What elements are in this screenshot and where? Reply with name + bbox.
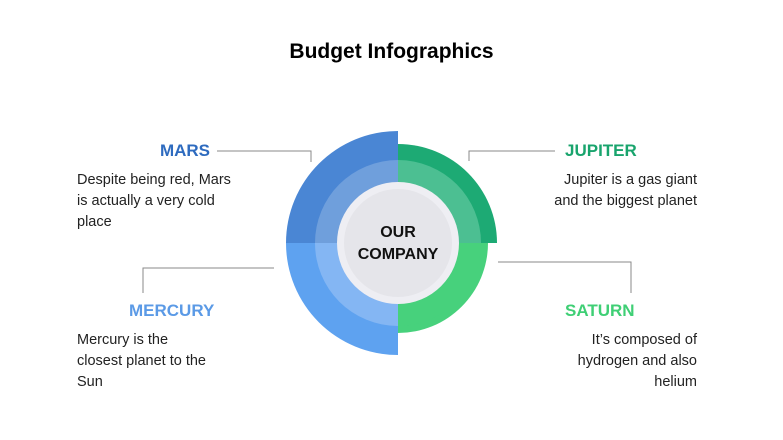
center-line-1: OUR [380,224,416,241]
center-label: OUR COMPANY [338,222,458,266]
mercury-connector [142,267,274,293]
mercury-description: Mercury is the closest planet to the Sun [77,332,206,390]
center-circle [344,189,452,297]
connector-lines [142,150,632,293]
center-line-2: COMPANY [357,246,439,263]
saturn-connector [498,261,632,293]
jupiter-label: JUPITER [565,141,637,160]
mars-label: MARS [159,141,210,160]
saturn-label: SATURN [565,301,635,320]
page-title: Budget Infographics [289,40,494,63]
mars-connector [217,150,312,162]
jupiter-description: Jupiter is a gas giant and the biggest p… [554,172,697,209]
saturn-description: It’s composed of hydrogen and also heliu… [577,332,697,390]
mercury-label: MERCURY [129,301,215,320]
mars-description: Despite being red, Mars is actually a ve… [77,172,231,230]
jupiter-connector [468,150,555,161]
